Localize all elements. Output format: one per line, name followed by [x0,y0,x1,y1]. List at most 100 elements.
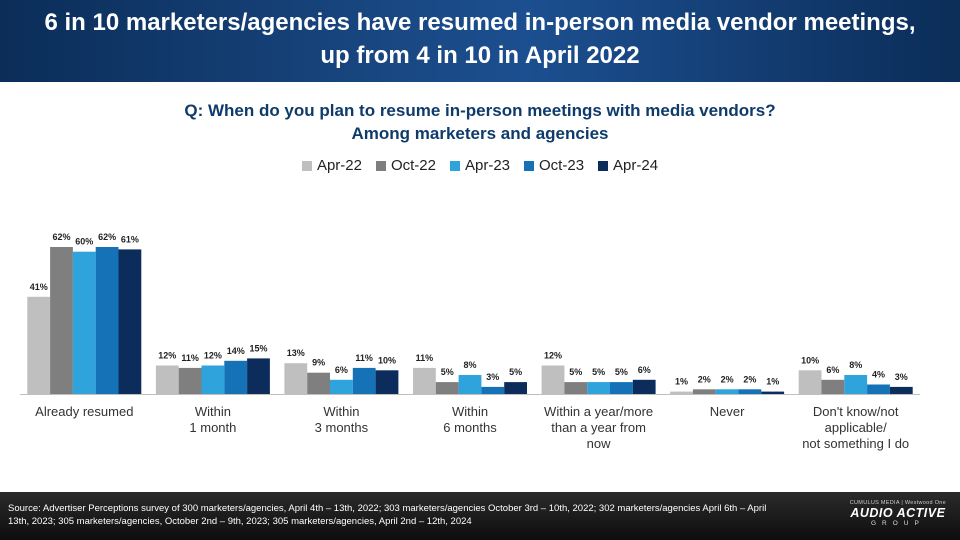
data-label: 41% [30,282,48,292]
bar [95,247,119,394]
category-label-line: Already resumed [35,404,133,419]
title-banner: 6 in 10 marketers/agencies have resumed … [0,0,960,82]
data-label: 9% [312,358,325,368]
data-label: 5% [441,367,454,377]
bar [761,391,785,394]
bar-chart: 41% 62% 60% 62% 61% Already resumed 12% 11% 12% 1… [20,232,920,451]
category-label-line: applicable/ [825,420,888,435]
category-label-line: Within [195,404,231,419]
data-label: 11% [355,353,373,363]
category-label: Already resumed [35,404,133,419]
bar [692,389,716,394]
data-label: 14% [227,346,245,356]
bar [72,251,96,394]
bar [224,360,248,394]
category-label-line: Never [710,404,745,419]
legend-label: Oct-22 [390,157,436,174]
category-label-line: Within [323,404,359,419]
legend-swatch [375,160,386,171]
category-label-line: than a year from [551,420,646,435]
data-label: 6% [638,365,651,375]
legend-label: Apr-23 [464,157,511,174]
bar [284,363,308,394]
legend-item: Apr-23 [449,157,511,174]
category-label: Within 6 months [443,404,497,435]
data-label: 62% [98,232,116,242]
chart-question: Q: When do you plan to resume in-person … [100,99,860,145]
data-label: 12% [544,351,562,361]
data-label: 1% [766,377,779,387]
bar [844,375,868,394]
category-label-line: now [587,436,611,451]
data-label: 3% [486,372,499,382]
bar [201,365,225,394]
bar [50,247,73,394]
category-label-line: Within [452,404,488,419]
bar [715,389,739,394]
bar [564,382,588,394]
bar [610,382,633,394]
category-label: Never [710,404,745,419]
bar [330,379,353,394]
data-label: 10% [801,355,819,365]
data-label: 11% [416,353,434,363]
bar [307,372,330,394]
data-label: 6% [826,365,839,375]
brand-logo: CUMULUS MEDIA | Westwood One AUDIO ACTIV… [850,500,946,527]
category-label-line: Don't know/not [813,404,899,419]
data-label: 61% [121,234,139,244]
data-label: 12% [204,351,222,361]
category-label-line: Within a year/more [544,404,653,419]
category-label-line: not something I do [802,436,909,451]
data-label: 8% [849,360,862,370]
question-line: Q: When do you plan to resume in-person … [184,101,776,120]
data-label: 8% [463,360,476,370]
bar [738,389,762,394]
data-label: 1% [675,377,688,387]
data-label: 3% [895,372,908,382]
category-label: Don't know/not applicable/not something I… [802,404,909,451]
chart-legend: Apr-22 Oct-22 Apr-23 Oct-23 Apr-24 [0,157,960,174]
bar [889,386,913,394]
legend-item: Oct-22 [375,157,436,174]
legend-swatch [598,160,609,171]
category-label: Within 3 months [315,404,369,435]
legend-swatch [449,160,460,171]
bar [587,382,610,394]
data-label: 12% [158,351,176,361]
page-title: 6 in 10 marketers/agencies have resumed … [44,9,916,69]
data-label: 62% [52,232,70,242]
bar [352,367,376,394]
question-subline: Among marketers and agencies [351,124,609,143]
bar [413,367,436,394]
footer-bar: Source: Advertiser Perceptions survey of… [0,492,960,540]
bar [155,365,179,394]
bar [670,391,693,394]
legend-label: Apr-22 [316,157,362,174]
data-label: 10% [378,355,396,365]
bar [458,375,482,394]
legend-label: Apr-24 [613,157,659,174]
bar [118,249,142,394]
bar [821,379,845,394]
legend-item: Apr-22 [301,157,362,174]
bar [541,365,565,394]
legend-item: Apr-24 [598,157,658,174]
brand-name: AUDIO ACTIVE [850,506,946,520]
legend-swatch [524,160,535,171]
brand-top-text: CUMULUS MEDIA | Westwood One [849,500,946,506]
category-label-line: 3 months [315,420,369,435]
data-label: 5% [509,367,522,377]
data-label: 5% [615,367,628,377]
bar [375,370,399,394]
data-label: 60% [75,237,93,247]
bar [867,384,890,394]
bar [481,386,505,394]
data-label: 5% [569,367,582,377]
data-label: 13% [287,348,305,358]
bar [178,367,202,394]
bar [27,296,51,394]
brand-subtitle: GROUP [870,520,925,527]
data-label: 2% [743,374,756,384]
legend-swatch [301,160,312,171]
